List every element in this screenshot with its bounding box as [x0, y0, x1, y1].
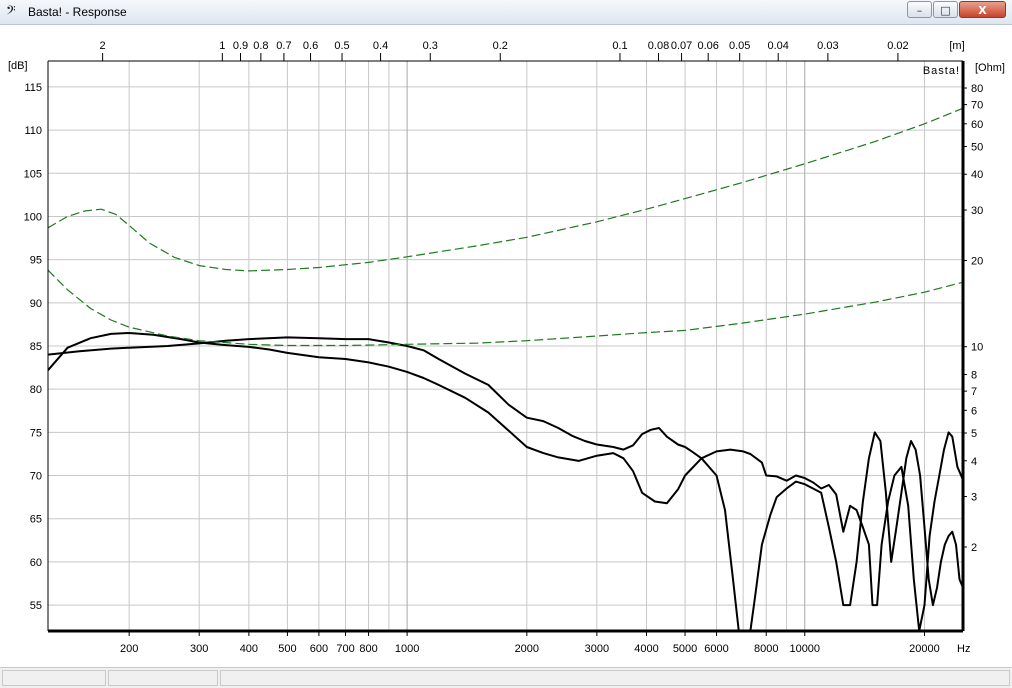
y-tick-label: 115	[24, 82, 42, 94]
wavelength-tick-label: 0.04	[767, 40, 788, 52]
y-tick-label: 55	[30, 600, 42, 612]
wavelength-tick-label: 0.4	[373, 40, 388, 52]
x-tick-label: 6000	[704, 643, 728, 655]
status-cell	[220, 670, 1010, 686]
y2-tick-label: 20	[971, 255, 983, 267]
impedance-curve	[48, 269, 963, 347]
status-cell	[2, 670, 106, 686]
status-cell	[108, 670, 218, 686]
x-unit-label: Hz	[957, 643, 970, 655]
y2-tick-label: 8	[971, 370, 977, 382]
y-tick-label: 70	[30, 471, 42, 483]
y2-axis-label: [Ohm]	[975, 62, 1005, 74]
wavelength-tick-label: 1	[219, 40, 225, 52]
bass-clef-icon: 𝄢	[6, 3, 16, 21]
wavelength-tick-label: 0.05	[729, 40, 750, 52]
x-tick-label: 600	[310, 643, 328, 655]
y-tick-label: 100	[24, 211, 42, 223]
x-tick-label: 800	[359, 643, 377, 655]
x-tick-label: 700	[336, 643, 354, 655]
x-tick-label: 500	[278, 643, 296, 655]
minimize-button[interactable]: –	[907, 1, 932, 18]
spl-curve	[48, 336, 963, 631]
x-tick-label: 5000	[673, 643, 697, 655]
status-bar	[0, 667, 1012, 688]
wavelength-tick-label: 0.9	[233, 40, 248, 52]
x-tick-label: 1000	[395, 643, 419, 655]
wavelength-tick-label: 2	[100, 40, 106, 52]
wavelength-tick-label: 0.5	[334, 40, 349, 52]
wavelength-tick-label: 0.07	[671, 40, 692, 52]
y-tick-label: 80	[30, 384, 42, 396]
y-tick-label: 95	[30, 255, 42, 267]
title-bar: 𝄢 Basta! - Response – □ X	[0, 0, 1012, 25]
y2-tick-label: 3	[971, 492, 977, 504]
wavelength-tick-label: 0.2	[493, 40, 508, 52]
y2-tick-label: 7	[971, 386, 977, 398]
y-tick-label: 105	[24, 168, 42, 180]
x-tick-label: 400	[240, 643, 258, 655]
wavelength-tick-label: 0.8	[253, 40, 268, 52]
y2-tick-label: 40	[971, 169, 983, 181]
y2-tick-label: 50	[971, 141, 983, 153]
x-tick-label: 200	[120, 643, 138, 655]
y2-tick-label: 70	[971, 100, 983, 112]
x-tick-label: 8000	[754, 643, 778, 655]
y-tick-label: 60	[30, 557, 42, 569]
y-tick-label: 90	[30, 298, 42, 310]
wavelength-tick-label: 0.08	[648, 40, 669, 52]
wavelength-unit-label: [m]	[949, 40, 964, 52]
y2-tick-label: 30	[971, 205, 983, 217]
y2-tick-label: 80	[971, 83, 983, 95]
x-tick-label: 20000	[909, 643, 940, 655]
y-tick-label: 75	[30, 427, 42, 439]
x-tick-label: 4000	[634, 643, 658, 655]
y2-tick-label: 10	[971, 342, 983, 354]
y-tick-label: 85	[30, 341, 42, 353]
y-tick-label: 65	[30, 514, 42, 526]
y2-tick-label: 6	[971, 405, 977, 417]
maximize-button[interactable]: □	[933, 1, 958, 18]
x-tick-label: 300	[190, 643, 208, 655]
y-axis-label: [dB]	[8, 60, 28, 72]
wavelength-tick-label: 0.03	[817, 40, 838, 52]
impedance-curve	[48, 107, 963, 272]
wavelength-tick-label: 0.02	[887, 40, 908, 52]
wavelength-tick-label: 0.06	[697, 40, 718, 52]
y2-tick-label: 5	[971, 428, 977, 440]
wavelength-tick-label: 0.3	[423, 40, 438, 52]
y2-tick-label: 2	[971, 542, 977, 554]
window-title: Basta! - Response	[28, 5, 127, 19]
x-tick-label: 3000	[585, 643, 609, 655]
close-button[interactable]: X	[959, 1, 1006, 18]
watermark-label: Basta!	[923, 65, 960, 77]
y2-tick-label: 60	[971, 119, 983, 131]
x-tick-label: 2000	[515, 643, 539, 655]
response-view: 55 60 65 70 75 80 85 90 95 100 105 110 115 200 300 400 5…	[6, 25, 1006, 665]
y2-tick-label: 4	[971, 456, 977, 468]
wavelength-tick-label: 0.6	[303, 40, 318, 52]
spl-curve	[48, 332, 963, 631]
wavelength-tick-label: 0.1	[612, 40, 627, 52]
x-tick-label: 10000	[789, 643, 820, 655]
wavelength-tick-label: 0.7	[276, 40, 291, 52]
y-tick-label: 110	[24, 125, 42, 137]
